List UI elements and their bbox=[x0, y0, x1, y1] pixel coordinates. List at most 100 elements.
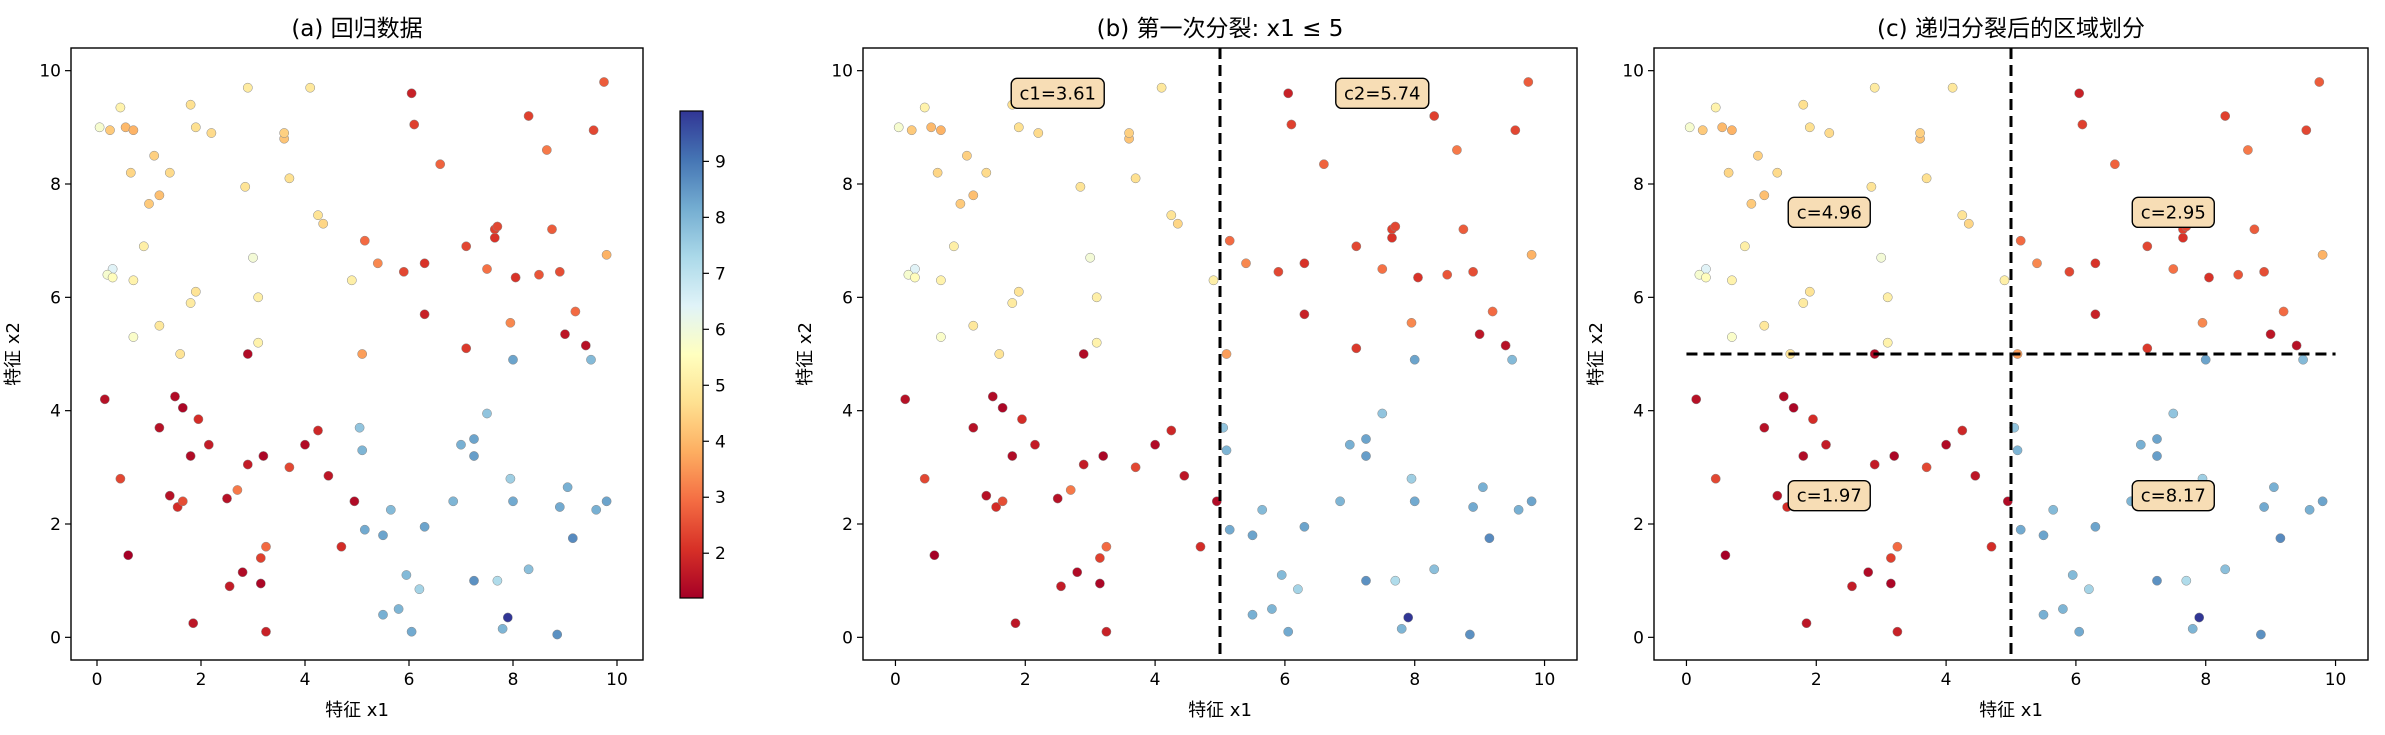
panel-b-ticks: 0 2 4 6 8 10 0 2 4 6 8 10 bbox=[831, 62, 1555, 690]
panel-c-data-point-110 bbox=[2152, 575, 2162, 586]
panel-b-data-point-60 bbox=[1500, 340, 1511, 351]
panel-b-title: (b) 第一次分裂: x1 ≤ 5 bbox=[1097, 16, 1344, 42]
panel-a-data-point-46 bbox=[461, 343, 472, 354]
panel-a-data-point-95 bbox=[357, 445, 368, 456]
panel-a-data-point-83 bbox=[255, 578, 266, 589]
panel-b-data-point-54 bbox=[1442, 269, 1453, 280]
panel-b-data-point-101 bbox=[1283, 626, 1294, 637]
panel-a-data-point-77 bbox=[203, 439, 214, 450]
panel-b-data-point-52 bbox=[1413, 272, 1423, 283]
panel-a-data-point-30 bbox=[190, 286, 201, 297]
panel-b-data-point-85 bbox=[1098, 451, 1109, 461]
panel-b-data-point-106 bbox=[1344, 439, 1355, 450]
panel-c-annotation-text-0: c=4.96 bbox=[1797, 202, 1862, 223]
panel-c-data-point-62 bbox=[2314, 77, 2325, 87]
panel-c-data-point-111 bbox=[2181, 575, 2192, 586]
panel-a-data-point-40 bbox=[406, 88, 417, 99]
panel-a-data-point-33 bbox=[253, 337, 264, 348]
panel-b-data-point-16 bbox=[1124, 128, 1134, 138]
panel-c-annotation-text-2: c=1.97 bbox=[1797, 486, 1862, 507]
panel-c-data-point-77 bbox=[1821, 439, 1831, 450]
panel-b-data-point-8 bbox=[955, 198, 966, 209]
panel-b-data-point-7 bbox=[968, 190, 979, 201]
panel-b-data-point-114 bbox=[1406, 473, 1417, 484]
panel-a-data-point-18 bbox=[305, 82, 316, 93]
panel-c-data-point-63 bbox=[2317, 249, 2328, 260]
colorbar-tick-label-5: 7 bbox=[715, 264, 726, 284]
panel-a-y-tick-label-0: 0 bbox=[50, 628, 61, 648]
panel-b-data-point-88 bbox=[1130, 462, 1141, 473]
panel-b-annotation-text-1: c2=5.74 bbox=[1344, 83, 1421, 104]
panel-c-data-point-107 bbox=[2152, 451, 2162, 461]
panel-a-data-point-60 bbox=[580, 340, 591, 351]
panel-a-x-tick-label-2: 4 bbox=[300, 670, 311, 690]
colorbar-gradient bbox=[679, 110, 704, 599]
panel-b-data-point-82 bbox=[1078, 459, 1089, 470]
panel-c-data-point-24 bbox=[1701, 272, 1711, 283]
panel-b-data-point-21 bbox=[949, 241, 959, 252]
panel-b-data-point-100 bbox=[1267, 604, 1277, 614]
panel-c-data-point-6 bbox=[1753, 150, 1763, 161]
panel-b-data-point-117 bbox=[1429, 564, 1440, 575]
panel-c-data-point-87 bbox=[1892, 626, 1903, 637]
panel-c-data-point-41 bbox=[2077, 119, 2088, 130]
panel-b-data-point-29 bbox=[1007, 298, 1018, 308]
panel-b-data-point-99 bbox=[1247, 609, 1258, 620]
panel-b-data-point-27 bbox=[968, 320, 979, 331]
panel-c-x-tick-label-2: 4 bbox=[1941, 670, 1952, 690]
panel-a-data-point-105 bbox=[448, 496, 459, 507]
panel-b-data-point-12 bbox=[1033, 128, 1044, 138]
panel-b-y-tick-label-5: 10 bbox=[831, 62, 853, 82]
panel-a-data-point-72 bbox=[177, 496, 188, 507]
panel-b-data-point-113 bbox=[1396, 623, 1407, 634]
panel-c-data-point-69 bbox=[1778, 391, 1789, 402]
panel-b-data-point-70 bbox=[981, 490, 992, 501]
panel-c-data-point-11 bbox=[1804, 122, 1815, 133]
panel-a-data-point-1 bbox=[115, 102, 126, 113]
panel-c-data-point-66 bbox=[1710, 473, 1721, 484]
panel-a-data-point-88 bbox=[284, 462, 295, 473]
panel-a-data-point-62 bbox=[599, 77, 609, 87]
panel-a-data-point-34 bbox=[242, 349, 253, 359]
panel-c-data-point-14 bbox=[1866, 181, 1877, 192]
panel-a-data-point-70 bbox=[164, 490, 175, 501]
panel-b-data-point-26 bbox=[936, 332, 946, 342]
panel-b-x-tick-label-2: 4 bbox=[1150, 670, 1161, 690]
panel-a-x-tick-label-5: 10 bbox=[606, 670, 628, 690]
panel-b-data-point-18 bbox=[1156, 82, 1167, 93]
panel-a-data-point-39 bbox=[398, 266, 409, 277]
panel-c-y-tick-label-5: 10 bbox=[1622, 62, 1644, 82]
panel-c-data-point-123 bbox=[2317, 496, 2328, 507]
panel-b-data-point-66 bbox=[919, 473, 930, 484]
panel-a-data-point-8 bbox=[144, 198, 154, 209]
panel-b-first-split: (b) 第一次分裂: x1 ≤ 5 0 2 4 6 8 10 0 2 4 6 8 10 c1=3.61… bbox=[795, 16, 1578, 721]
panel-c-data-point-3 bbox=[1717, 122, 1728, 133]
panel-b-data-point-57 bbox=[1468, 266, 1478, 277]
panel-a-data-point-55 bbox=[541, 145, 552, 155]
panel-a-data-point-82 bbox=[242, 459, 253, 470]
panel-b-data-point-47 bbox=[1377, 264, 1388, 274]
panel-a-data-point-121 bbox=[567, 533, 578, 544]
panel-b-data-point-30 bbox=[1013, 286, 1024, 297]
panel-a-data-point-5 bbox=[125, 167, 136, 178]
panel-a-data-point-85 bbox=[258, 451, 269, 461]
panel-a-data-point-91 bbox=[323, 470, 334, 481]
panel-a-data-point-25 bbox=[128, 275, 139, 286]
panel-c-data-point-86 bbox=[1892, 541, 1903, 552]
panel-b-data-point-33 bbox=[1091, 337, 1102, 348]
panel-b-data-point-110 bbox=[1361, 575, 1371, 586]
panel-b-data-point-98 bbox=[1257, 504, 1268, 515]
panel-b-data-point-58 bbox=[1474, 329, 1485, 340]
panel-a-data-point-68 bbox=[154, 422, 165, 433]
panel-b-data-point-20 bbox=[1172, 218, 1183, 229]
panel-b-data-point-120 bbox=[1478, 482, 1488, 493]
panel-c-annotation-text-3: c=8.17 bbox=[2141, 486, 2206, 507]
panel-c-recursive-split: (c) 递归分裂后的区域划分 0 2 4 6 8 10 0 2 4 6 8 10 c=4.96 c=2.… bbox=[1586, 16, 2369, 721]
panel-c-x-tick-label-5: 10 bbox=[2325, 670, 2347, 690]
panel-a-data-point-58 bbox=[560, 329, 570, 340]
panel-b-data-point-36 bbox=[1224, 235, 1235, 246]
panel-a-data-point-73 bbox=[177, 402, 188, 413]
panel-a-data-point-2 bbox=[105, 125, 115, 136]
colorbar-tick-label-4: 6 bbox=[715, 320, 726, 340]
panel-a-data-point-21 bbox=[138, 241, 149, 252]
